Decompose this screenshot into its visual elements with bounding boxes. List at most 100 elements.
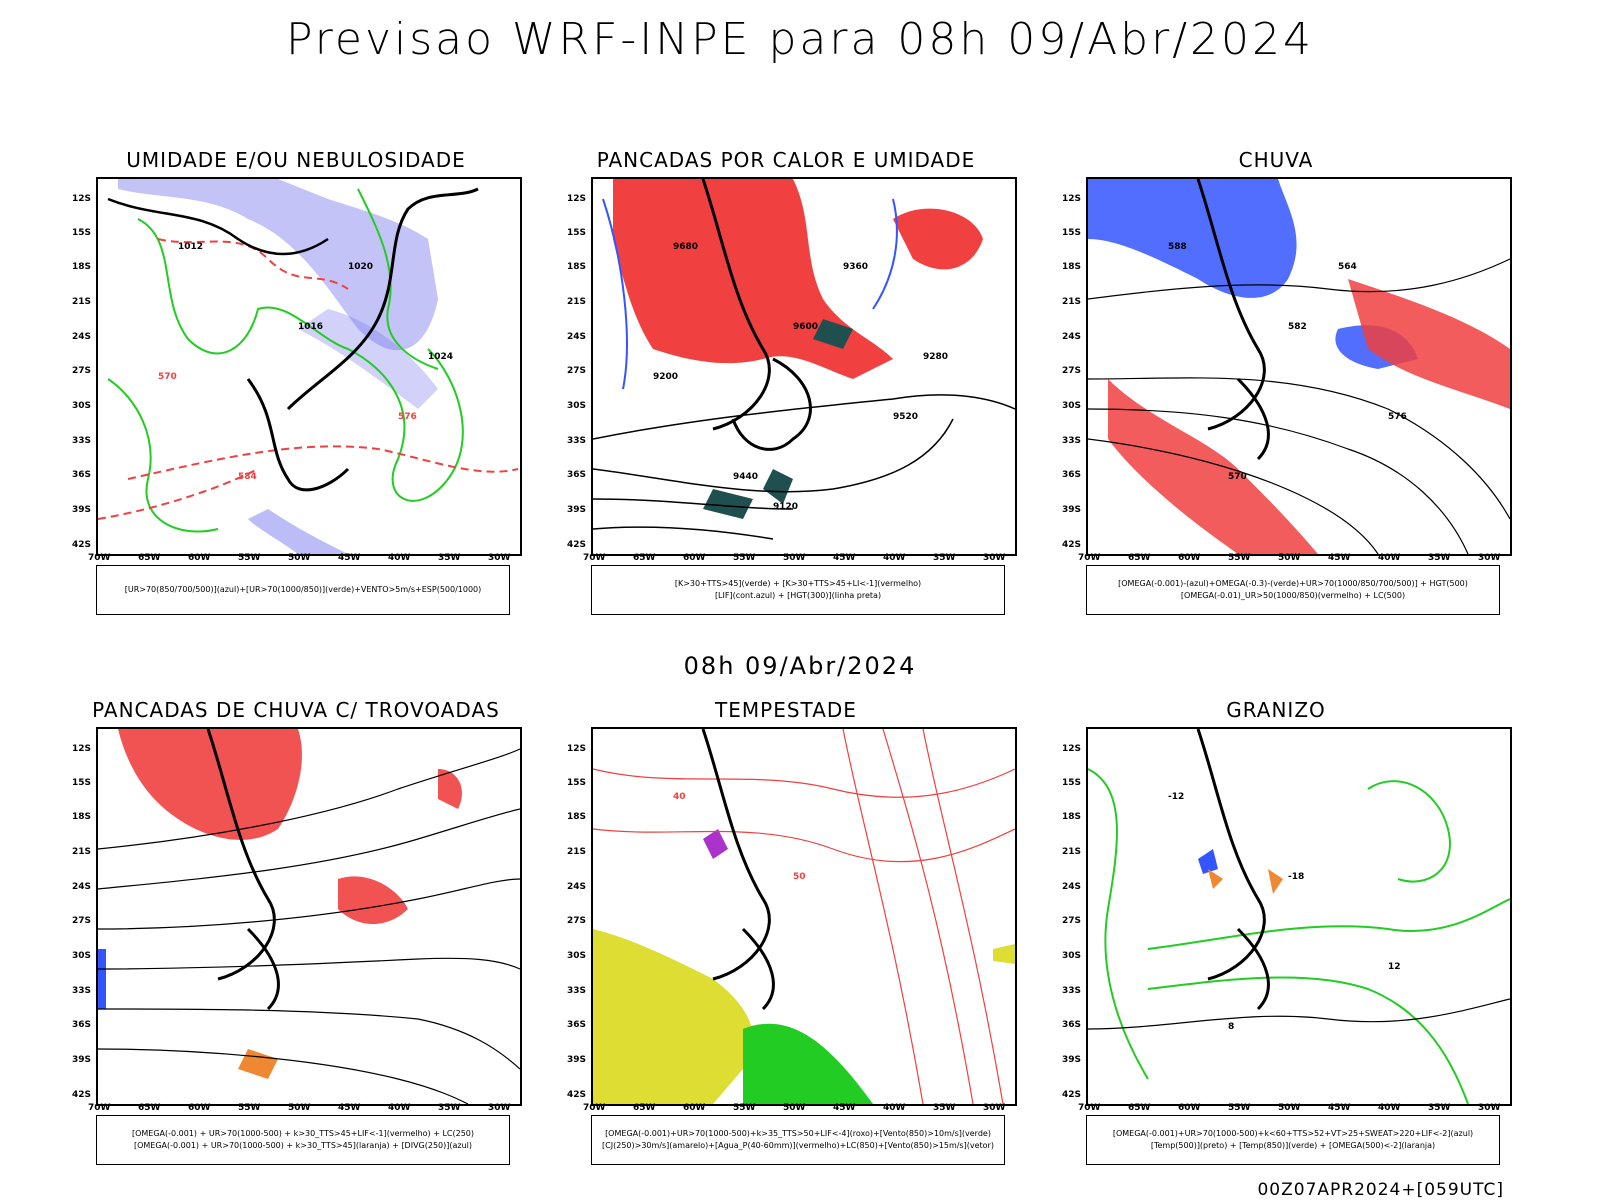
lat-24s-p2: 24S: [567, 332, 587, 342]
legend-granizo: [OMEGA(-0.001)+UR>70(1000-500)+k<60+TTS>…: [1086, 1115, 1500, 1165]
lon-45w-p4: 45W: [338, 1103, 361, 1113]
contour-label: 588: [1168, 242, 1187, 252]
contour-label: 8: [1228, 1022, 1234, 1032]
lat-15s-p1: 15S: [72, 228, 92, 238]
lat-30s-p4: 30S: [72, 951, 92, 961]
lat-24s-p6: 24S: [1062, 882, 1082, 892]
map-chuva: 588 582 576 570 564: [1086, 177, 1512, 556]
lon-40w-p1: 40W: [388, 553, 411, 563]
lon-60w-p2: 60W: [683, 553, 706, 563]
lon-50w-p1: 50W: [288, 553, 311, 563]
lat-33s-p5: 33S: [567, 986, 587, 996]
lat-39s-p4: 39S: [72, 1055, 92, 1065]
contour-label: -18: [1288, 872, 1304, 882]
legend-line-1: [OMEGA(-0.001) + UR>70(1000-500) + k>30_…: [131, 1129, 475, 1138]
lat-12s-p5: 12S: [567, 744, 587, 754]
contour-label: 9520: [893, 412, 918, 422]
contour-label: 564: [1338, 262, 1357, 272]
contour-label: 9360: [843, 262, 868, 272]
lat-39s-p1: 39S: [72, 505, 92, 515]
forecast-time: 08h 09/Abr/2024: [683, 652, 917, 680]
lat-15s-p6: 15S: [1062, 778, 1082, 788]
lat-30s-p2: 30S: [567, 401, 587, 411]
lat-21s-p5: 21S: [567, 847, 587, 857]
panel-title-umidade: UMIDADE E/OU NEBULOSIDADE: [126, 148, 466, 172]
legend-line-1: [OMEGA(-0.001)+UR>70(1000-500)+k<60+TTS>…: [1112, 1129, 1474, 1138]
panel-title-chuva: CHUVA: [1238, 148, 1314, 172]
lon-30w-p4: 30W: [488, 1103, 511, 1113]
lon-55w-p4: 55W: [238, 1103, 261, 1113]
lat-36s-p4: 36S: [72, 1020, 92, 1030]
legend-pancadas-calor: [K>30+TTS>45](verde) + [K>30+TTS>45+LI<-…: [591, 565, 1005, 615]
lon-65w-p3: 65W: [1128, 553, 1151, 563]
contour-label: 9280: [923, 352, 948, 362]
lat-42s-p3: 42S: [1062, 540, 1082, 550]
lat-42s-p4: 42S: [72, 1090, 92, 1100]
lon-45w-p3: 45W: [1328, 553, 1351, 563]
contour-label: 576: [398, 412, 417, 422]
lat-15s-p3: 15S: [1062, 228, 1082, 238]
legend-line-2: [OMEGA(-0.001) + UR>70(1000-500) + k>30_…: [133, 1141, 473, 1150]
legend-line-1: [UR>70(850/700/500)](azul)+[UR>70(1000/8…: [124, 585, 482, 594]
lon-60w-p4: 60W: [188, 1103, 211, 1113]
lon-45w-p2: 45W: [833, 553, 856, 563]
lat-12s-p3: 12S: [1062, 194, 1082, 204]
lon-30w-p1: 30W: [488, 553, 511, 563]
lat-15s-p2: 15S: [567, 228, 587, 238]
lon-55w-p6: 55W: [1228, 1103, 1251, 1113]
lat-24s-p5: 24S: [567, 882, 587, 892]
contour-label: 584: [238, 472, 257, 482]
lat-27s-p5: 27S: [567, 916, 587, 926]
lon-55w-p5: 55W: [733, 1103, 756, 1113]
lon-65w-p2: 65W: [633, 553, 656, 563]
lon-70w-p2: 70W: [583, 553, 606, 563]
lat-27s-p6: 27S: [1062, 916, 1082, 926]
legend-line-2: [LIF](cont.azul) + [HGT(300)](linha pret…: [714, 591, 882, 600]
lat-42s-p2: 42S: [567, 540, 587, 550]
lon-35w-p6: 35W: [1428, 1103, 1451, 1113]
lat-33s-p6: 33S: [1062, 986, 1082, 996]
legend-line-2: [Temp(500)](preto) + [Temp(850)](verde) …: [1150, 1141, 1436, 1150]
legend-line-1: [K>30+TTS>45](verde) + [K>30+TTS>45+LI<-…: [674, 579, 922, 588]
lon-60w-p5: 60W: [683, 1103, 706, 1113]
lon-50w-p6: 50W: [1278, 1103, 1301, 1113]
map-trovoadas: [96, 727, 522, 1106]
lat-18s-p4: 18S: [72, 812, 92, 822]
map-pancadas-calor: 9680 9600 9520 9440 9360 9280 9200 9120: [591, 177, 1017, 556]
lon-70w-p5: 70W: [583, 1103, 606, 1113]
lat-18s-p2: 18S: [567, 262, 587, 272]
lon-45w-p1: 45W: [338, 553, 361, 563]
lat-33s-p4: 33S: [72, 986, 92, 996]
map-umidade: 1012 1016 576 584 1020 1024 570: [96, 177, 522, 556]
legend-umidade: [UR>70(850/700/500)](azul)+[UR>70(1000/8…: [96, 565, 510, 615]
lat-36s-p3: 36S: [1062, 470, 1082, 480]
contour-label: 570: [1228, 472, 1247, 482]
lon-50w-p4: 50W: [288, 1103, 311, 1113]
lat-39s-p2: 39S: [567, 505, 587, 515]
contour-label: 40: [673, 792, 686, 802]
lat-42s-p6: 42S: [1062, 1090, 1082, 1100]
lat-39s-p6: 39S: [1062, 1055, 1082, 1065]
lat-12s-p4: 12S: [72, 744, 92, 754]
lat-42s-p1: 42S: [72, 540, 92, 550]
lat-21s-p2: 21S: [567, 297, 587, 307]
panel-title-granizo: GRANIZO: [1226, 698, 1326, 722]
contour-label: 9120: [773, 502, 798, 512]
contour-label: 1024: [428, 352, 453, 362]
lat-21s-p4: 21S: [72, 847, 92, 857]
lat-36s-p6: 36S: [1062, 1020, 1082, 1030]
contour-label: 9600: [793, 322, 818, 332]
lat-39s-p3: 39S: [1062, 505, 1082, 515]
lat-21s-p6: 21S: [1062, 847, 1082, 857]
map-granizo: -12 -18 12 8: [1086, 727, 1512, 1106]
lat-18s-p5: 18S: [567, 812, 587, 822]
lon-60w-p3: 60W: [1178, 553, 1201, 563]
contour-label: 9440: [733, 472, 758, 482]
lat-30s-p3: 30S: [1062, 401, 1082, 411]
legend-tempestade: [OMEGA(-0.001)+UR>70(1000-500)+k>35_TTS>…: [591, 1115, 1005, 1165]
lat-33s-p3: 33S: [1062, 436, 1082, 446]
lon-60w-p1: 60W: [188, 553, 211, 563]
lon-70w-p1: 70W: [88, 553, 111, 563]
lon-65w-p5: 65W: [633, 1103, 656, 1113]
lat-12s-p1: 12S: [72, 194, 92, 204]
